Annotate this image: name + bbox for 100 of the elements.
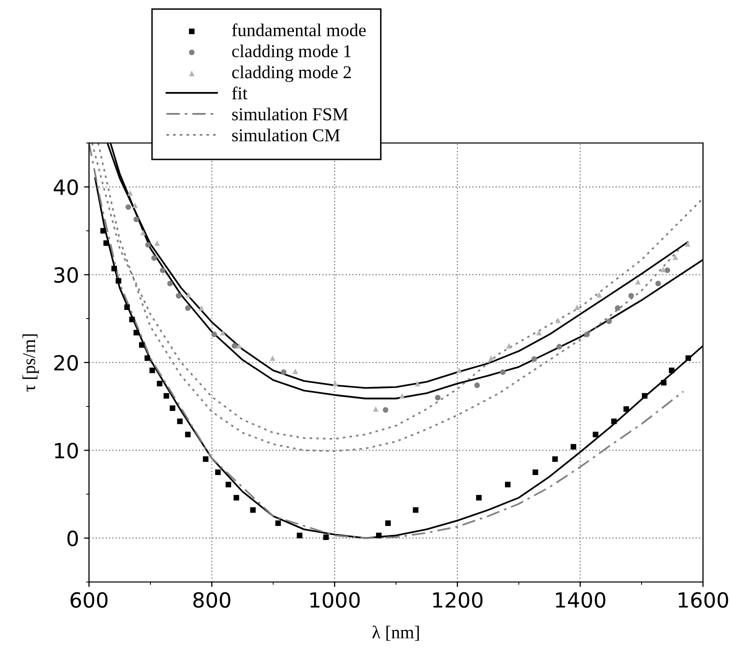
point xyxy=(592,432,598,438)
point xyxy=(660,380,666,386)
point xyxy=(154,240,160,246)
point xyxy=(614,305,620,311)
point xyxy=(536,330,542,336)
point xyxy=(134,216,140,222)
x-tick-label: 1200 xyxy=(433,592,483,608)
point xyxy=(220,330,226,336)
x-tick-label: 1600 xyxy=(678,592,728,608)
point xyxy=(414,380,420,386)
legend-label: cladding mode 2 xyxy=(232,66,351,82)
point xyxy=(323,534,329,540)
point xyxy=(292,368,298,374)
point xyxy=(149,368,156,374)
point xyxy=(623,406,630,412)
point xyxy=(655,280,661,286)
point xyxy=(635,278,641,284)
point xyxy=(506,343,512,349)
point xyxy=(151,255,157,261)
x-tick-label: 600 xyxy=(70,592,108,608)
point xyxy=(170,405,176,411)
legend-label: fundamental mode xyxy=(232,23,366,36)
x-tick-label: 1000 xyxy=(310,592,360,608)
point xyxy=(456,368,462,374)
point xyxy=(100,228,106,234)
point xyxy=(124,304,130,310)
point xyxy=(685,355,692,361)
point xyxy=(332,380,338,386)
point xyxy=(531,356,537,362)
point xyxy=(232,343,238,349)
point xyxy=(476,494,482,500)
point xyxy=(250,507,256,513)
point xyxy=(372,406,379,412)
point xyxy=(488,355,494,361)
x-tick-label: 800 xyxy=(193,592,230,608)
legend-label: simulation FSM xyxy=(232,108,348,120)
point xyxy=(606,318,612,324)
point xyxy=(668,368,674,374)
point xyxy=(270,355,276,361)
point xyxy=(134,330,140,336)
y-tick-label: 30 xyxy=(54,267,78,283)
point xyxy=(434,394,441,400)
point xyxy=(584,332,590,338)
point xyxy=(177,418,183,424)
point xyxy=(185,305,191,311)
point xyxy=(552,456,558,462)
point xyxy=(126,204,132,210)
point xyxy=(156,380,162,386)
point xyxy=(145,242,151,248)
point xyxy=(672,254,678,260)
point xyxy=(642,393,648,399)
point xyxy=(215,469,221,476)
point xyxy=(275,520,281,526)
y-tick-label: 0 xyxy=(67,530,78,546)
legend-label: simulation CM xyxy=(232,128,340,142)
x-axis-title: λ [nm] xyxy=(372,626,419,641)
point xyxy=(574,304,580,310)
point xyxy=(596,292,602,298)
point xyxy=(202,456,208,462)
point xyxy=(129,316,135,322)
point xyxy=(167,280,173,286)
point xyxy=(628,292,634,299)
point xyxy=(555,318,561,324)
point xyxy=(211,332,218,338)
y-tick-label: 20 xyxy=(54,354,78,371)
point xyxy=(164,393,170,399)
point xyxy=(611,418,617,424)
point xyxy=(226,482,232,488)
point xyxy=(176,292,182,299)
point xyxy=(198,305,204,311)
y-axis-title: τ [ps/m] xyxy=(22,334,39,392)
point xyxy=(296,532,302,538)
point xyxy=(103,240,109,246)
point xyxy=(111,266,117,272)
point xyxy=(280,369,286,375)
x-tick-label: 1400 xyxy=(556,592,606,608)
point xyxy=(556,344,562,350)
point xyxy=(127,190,133,196)
point xyxy=(236,343,242,349)
point xyxy=(474,382,480,388)
point xyxy=(532,469,538,476)
point xyxy=(234,494,240,500)
point xyxy=(385,520,391,526)
point xyxy=(186,292,192,298)
point xyxy=(664,268,670,274)
legend-label: cladding mode 1 xyxy=(232,44,351,62)
y-tick-label: 10 xyxy=(55,442,78,459)
point xyxy=(570,444,576,450)
point xyxy=(500,369,506,375)
point xyxy=(144,355,150,361)
point xyxy=(140,230,146,236)
legend-label: fit xyxy=(232,86,248,100)
point xyxy=(382,407,388,413)
point xyxy=(139,342,145,348)
point xyxy=(160,268,166,274)
point xyxy=(412,507,418,513)
y-tick-label: 40 xyxy=(54,179,78,196)
point xyxy=(116,278,122,284)
point xyxy=(132,202,138,208)
point xyxy=(376,532,382,538)
